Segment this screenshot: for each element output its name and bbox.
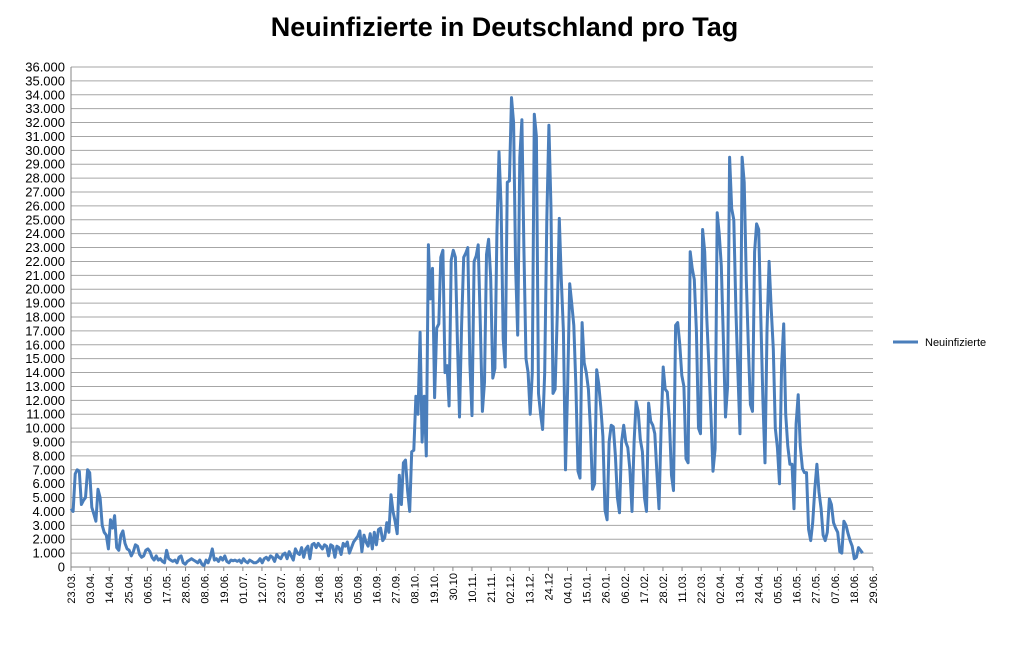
series-lines [69, 96, 864, 568]
y-tick-label: 27.000 [25, 185, 65, 200]
x-tick-label: 24.04. [753, 573, 765, 604]
x-tick-label: 01.07. [238, 573, 250, 604]
y-tick-label: 23.000 [25, 240, 65, 255]
y-tick-label: 17.000 [25, 323, 65, 338]
y-tick-label: 35.000 [25, 73, 65, 88]
y-tick-label: 10.000 [25, 421, 65, 436]
series-line-neuinfizierte [69, 96, 864, 568]
y-tick-label: 36.000 [25, 60, 65, 75]
x-tick-label: 25.04. [123, 573, 135, 604]
y-tick-label: 4.000 [32, 504, 65, 519]
x-tick-label: 15.01. [582, 573, 594, 604]
x-tick-label: 07.06. [830, 573, 842, 604]
y-tick-label: 0 [58, 560, 65, 575]
x-tick-label: 21.11. [486, 573, 498, 603]
x-tick-label: 30.10 [448, 573, 460, 601]
y-tick-label: 31.000 [25, 129, 65, 144]
y-tick-label: 28.000 [25, 171, 65, 186]
y-tick-label: 32.000 [25, 115, 65, 130]
x-tick-label: 27.05. [811, 573, 823, 604]
y-tick-label: 8.000 [32, 448, 65, 463]
x-tick-label: 29.06. [868, 573, 880, 604]
y-tick-label: 26.000 [25, 198, 65, 213]
x-tick-label: 16.09. [372, 573, 384, 604]
y-tick-label: 5.000 [32, 490, 65, 505]
y-tick-label: 30.000 [25, 143, 65, 158]
y-tick-label: 2.000 [32, 532, 65, 547]
y-tick-label: 11.000 [26, 407, 65, 422]
x-tick-label: 19.06. [219, 573, 231, 604]
y-tick-label: 15.000 [25, 351, 65, 366]
legend: Neuinfizierte [893, 337, 986, 349]
x-tick-label: 18.06. [849, 573, 861, 604]
y-tick-label: 7.000 [32, 462, 65, 477]
x-tick-label: 10.11. [467, 573, 479, 603]
x-tick-label: 13.04. [734, 573, 746, 604]
x-tick-label: 28.02. [658, 573, 670, 604]
y-tick-label: 33.000 [25, 101, 65, 116]
x-tick-label: 02.12. [505, 573, 517, 604]
x-tick-label: 25.08. [333, 573, 345, 604]
x-tick-label: 14.04. [104, 573, 116, 604]
x-tick-label: 06.05. [142, 573, 154, 604]
x-axis-tick-labels: 23.03. 03.04. 14.04. 25.04. 06.05. 17.05. 28.0… [66, 573, 880, 604]
x-tick-label: 24.12 [543, 573, 555, 601]
y-tick-label: 13.000 [25, 379, 65, 394]
y-tick-label: 34.000 [25, 87, 65, 102]
y-tick-label: 16.000 [25, 337, 65, 352]
y-tick-label: 1.000 [32, 546, 65, 561]
x-tick-label: 22.03. [696, 573, 708, 604]
x-tick-label: 05.05. [773, 573, 785, 604]
y-tick-label: 19.000 [25, 296, 65, 311]
y-tick-label: 12.000 [25, 393, 65, 408]
x-tick-label: 12.07. [257, 573, 269, 604]
x-tick-label: 23.07. [276, 573, 288, 604]
x-tick-label: 23.03. [66, 573, 78, 604]
legend-label-neuinfizierte: Neuinfizierte [925, 337, 986, 349]
x-tick-label: 17.02. [639, 573, 651, 604]
y-axis-tick-labels: 01.0002.0003.0004.0005.0006.0007.0008.00… [25, 60, 65, 575]
y-tick-label: 3.000 [32, 518, 65, 533]
x-tick-label: 04.01. [562, 573, 574, 604]
x-tick-label: 19.10. [429, 573, 441, 604]
x-tick-label: 06.02. [620, 573, 632, 604]
x-tick-label: 08.06. [200, 573, 212, 604]
x-tick-label: 26.01. [601, 573, 613, 604]
y-tick-label: 18.000 [25, 310, 65, 325]
y-tick-label: 22.000 [25, 254, 65, 269]
y-tick-label: 14.000 [25, 365, 65, 380]
chart-title: Neuinfizierte in Deutschland pro Tag [270, 12, 739, 42]
x-tick-label: 13.12. [524, 573, 536, 604]
y-tick-label: 6.000 [32, 476, 65, 491]
x-tick-label: 16.05. [792, 573, 804, 604]
y-tick-label: 29.000 [25, 157, 65, 172]
x-tick-label: 14.08. [314, 573, 326, 604]
x-tick-label: 28.05. [181, 573, 193, 604]
x-tick-label: 05.09. [352, 573, 364, 604]
y-tick-label: 25.000 [25, 212, 65, 227]
x-tick-label: 03.08. [295, 573, 307, 604]
x-tick-label: 11.03. [677, 573, 689, 603]
x-tick-label: 17.05. [161, 573, 173, 604]
x-tick-label: 08.10. [410, 573, 422, 604]
y-tick-label: 9.000 [32, 435, 65, 450]
axes [70, 67, 874, 571]
x-tick-label: 03.04. [85, 573, 97, 604]
x-tick-label: 02.04. [715, 573, 727, 604]
x-tick-label: 27.09. [391, 573, 403, 604]
y-tick-label: 20.000 [25, 282, 65, 297]
y-tick-label: 21.000 [25, 268, 65, 283]
y-tick-label: 24.000 [25, 226, 65, 241]
